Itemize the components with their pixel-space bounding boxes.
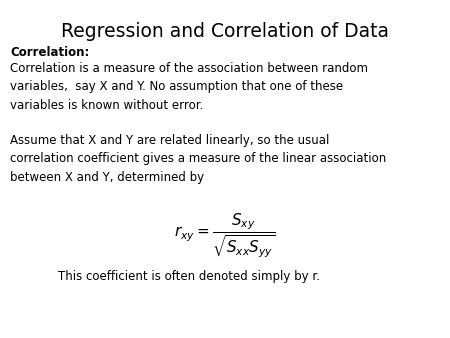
Text: Regression and Correlation of Data: Regression and Correlation of Data bbox=[61, 22, 389, 41]
Text: $r_{xy} = \dfrac{S_{xy}}{\sqrt{S_{xx}S_{yy}}}$: $r_{xy} = \dfrac{S_{xy}}{\sqrt{S_{xx}S_{… bbox=[174, 211, 276, 259]
Text: Correlation is a measure of the association between random
variables,  say X and: Correlation is a measure of the associat… bbox=[10, 62, 368, 112]
Text: This coefficient is often denoted simply by r.: This coefficient is often denoted simply… bbox=[58, 270, 320, 283]
Text: Assume that X and Y are related linearly, so the usual
correlation coefficient g: Assume that X and Y are related linearly… bbox=[10, 134, 386, 184]
Text: Correlation:: Correlation: bbox=[10, 46, 89, 58]
